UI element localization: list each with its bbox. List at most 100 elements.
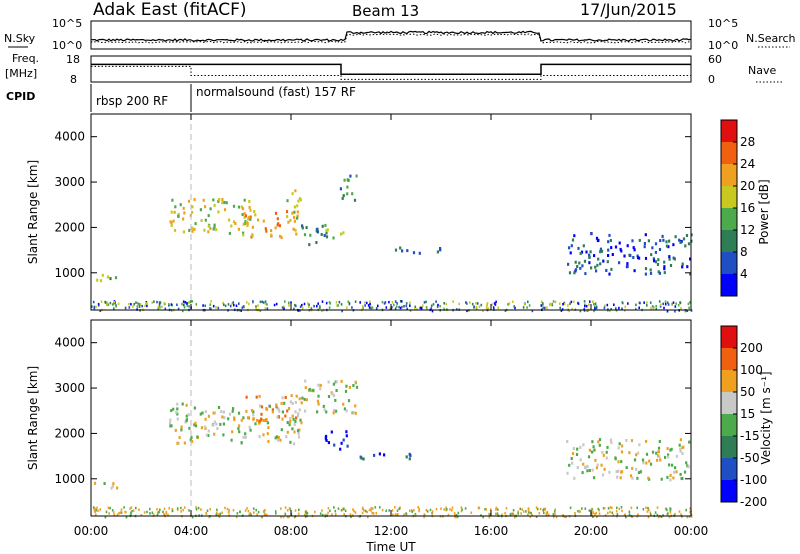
power-ground-cell: [646, 301, 648, 304]
velocity-cell: [316, 399, 320, 403]
power-cell: [191, 205, 194, 209]
velocity-cell: [194, 421, 197, 425]
power-cell: [200, 219, 203, 222]
velocity-cell: [227, 417, 230, 421]
power-cell: [394, 248, 398, 252]
velocity-ground-cell: [552, 515, 555, 519]
velocity-cell: [296, 429, 300, 433]
power-cell: [599, 247, 602, 251]
power-cell: [232, 220, 236, 224]
x-axis-ticks: 00:00 04:00 08:00 12:00 16:00 20:00 00:00: [74, 114, 708, 538]
power-cell: [243, 215, 246, 219]
power-ground-cell: [523, 303, 526, 306]
velocity-cell: [308, 388, 311, 392]
velocity-cell: [617, 460, 620, 464]
velocity-ground-cell: [99, 508, 101, 511]
power-cell: [436, 250, 439, 254]
velocity-cell: [581, 471, 584, 475]
power-cell: [243, 212, 246, 216]
power-ground-cell: [403, 305, 405, 308]
power-y-ticks: 4000 3000 2000 1000: [54, 130, 691, 280]
power-ground-cell: [513, 305, 515, 308]
velocity-cell: [673, 470, 676, 474]
velocity-cell: [345, 434, 348, 438]
velocity-cell: [286, 430, 289, 434]
velocity-cell: [647, 476, 650, 480]
velocity-ground-cell: [324, 513, 327, 517]
velocity-cell: [254, 422, 257, 426]
velocity-cell: [687, 465, 690, 469]
velocity-ground-cell: [366, 510, 368, 514]
power-ground-cell: [158, 301, 161, 304]
velocity-ground-cell: [228, 514, 230, 517]
power-cell: [633, 269, 636, 273]
velocity-ground-cell: [429, 508, 432, 512]
power-cell: [173, 228, 177, 232]
velocity-ground-cell: [538, 512, 541, 515]
velocity-cell: [669, 478, 672, 482]
velocity-cell: [298, 397, 301, 401]
power-cell: [173, 210, 176, 214]
velocity-ground-cell: [195, 506, 197, 509]
power-heatmap: [91, 174, 693, 313]
velocity-cell: [291, 427, 294, 431]
power-cell: [663, 260, 666, 264]
velocity-cell: [637, 471, 641, 475]
power-cell: [244, 220, 247, 224]
velocity-ground-cell: [598, 509, 600, 512]
velocity-cell: [281, 410, 284, 414]
velocity-cell: [221, 415, 224, 419]
power-ground-cell: [606, 303, 609, 307]
velocity-ground-cell: [197, 506, 200, 510]
velocity-ground-cell: [349, 513, 352, 516]
velocity-cell: [635, 453, 638, 457]
power-cell: [207, 230, 210, 234]
power-cell: [96, 278, 99, 282]
colorbar-tick-label: 200: [740, 341, 763, 355]
power-cell: [341, 196, 344, 200]
power-ground-cell: [526, 306, 528, 309]
velocity-cell: [343, 407, 346, 411]
date-title: 17/Jun/2015: [580, 0, 677, 19]
power-cell: [237, 227, 240, 231]
power-cell: [669, 264, 673, 267]
x-tick-label: 20:00: [574, 524, 609, 538]
power-ground-cell: [414, 308, 416, 311]
power-ground-cell: [222, 301, 224, 305]
velocity-ground-cell: [496, 508, 499, 511]
velocity-cell: [679, 438, 682, 442]
power-ground-cell: [546, 306, 548, 309]
velocity-cell: [245, 395, 248, 399]
velocity-ground-cell: [109, 506, 111, 510]
colorbar-tick-label: 24: [740, 157, 755, 171]
power-ground-cell: [689, 301, 691, 304]
velocity-ground-cell: [602, 507, 605, 510]
colorbar-swatch: [721, 186, 737, 208]
velocity-cell: [670, 447, 673, 451]
power-ground-cell: [675, 302, 677, 305]
velocity-cell: [289, 400, 292, 404]
velocity-cell: [279, 438, 282, 442]
velocity-ground-cell: [482, 515, 484, 519]
power-ground-cell: [394, 300, 397, 303]
colorbar-tick-label: -15: [740, 429, 760, 443]
velocity-cell: [591, 468, 594, 472]
velocity-cell: [112, 482, 115, 486]
colorbar-swatch: [721, 164, 737, 186]
power-ground-cell: [227, 303, 230, 306]
velocity-cell: [217, 406, 221, 409]
power-ground-cell: [329, 302, 332, 305]
velocity-cell: [281, 417, 284, 421]
velocity-cell: [335, 409, 338, 413]
beam-title: Beam 13: [352, 2, 419, 20]
power-cell: [607, 248, 610, 252]
velocity-ground-cell: [244, 509, 247, 512]
power-cell: [629, 254, 632, 258]
power-ground-cell: [188, 305, 190, 308]
velocity-cell: [317, 402, 320, 406]
velocity-cell: [237, 411, 241, 415]
power-ground-cell: [299, 305, 302, 308]
velocity-ground-cell: [574, 512, 576, 515]
x-tick-label: 00:00: [74, 524, 109, 538]
power-ground-cell: [281, 306, 284, 309]
